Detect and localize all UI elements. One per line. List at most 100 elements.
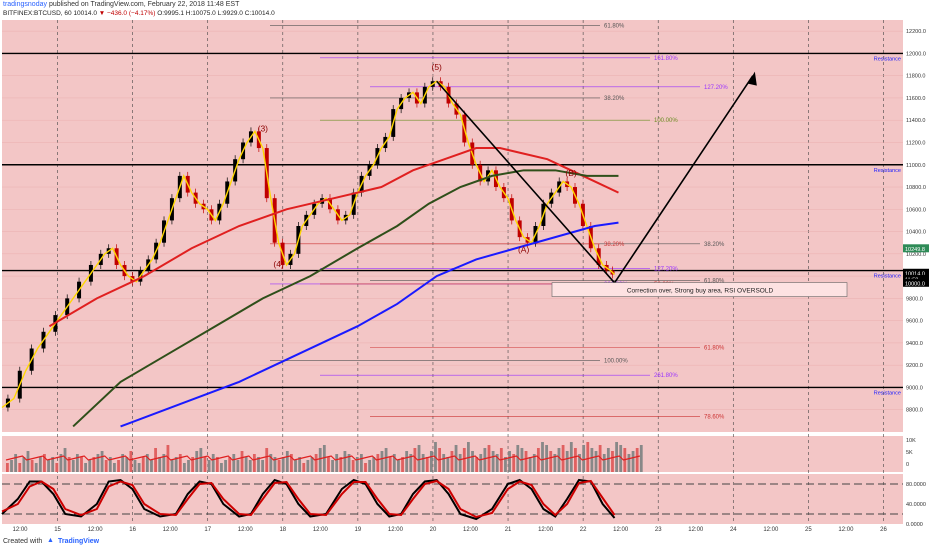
volume-bar <box>261 460 264 472</box>
y-tick-label: 11600.0 <box>906 96 925 102</box>
volume-ma-line <box>5 455 641 461</box>
volume-bar <box>67 457 71 472</box>
volume-bar <box>594 451 598 472</box>
volume-bar <box>145 454 149 472</box>
y-tick-label: 9600.0 <box>906 319 923 325</box>
footer: Created with ▲ TradingView <box>0 535 932 550</box>
volume-bar <box>471 451 474 472</box>
last-price: 10014.0 <box>73 10 97 17</box>
volume-bar <box>240 451 244 472</box>
volume-bar <box>454 445 458 472</box>
volume-bar <box>343 451 347 472</box>
x-tick-label: 12:00 <box>463 527 479 533</box>
x-tick-label: 15 <box>54 527 61 533</box>
volume-bar <box>306 460 310 472</box>
ohlc-values: O:9995.1 H:10075.0 L:9929.0 C:10014.0 <box>157 10 275 17</box>
volume-bar <box>14 454 18 472</box>
volume-bar <box>442 454 446 472</box>
volume-bar <box>462 448 466 472</box>
y-tick-label: 9800.0 <box>906 296 923 302</box>
volume-bar <box>195 451 199 472</box>
annotation-text: Correction over, Strong buy area, RSI OV… <box>627 288 774 295</box>
elliott-wave-labels: (3) (4) (5) (A) (B) <box>258 62 577 269</box>
volume-bar <box>392 454 396 472</box>
volume-bar <box>232 454 236 472</box>
y-tick-label: 9000.0 <box>906 385 923 391</box>
grid-vertical <box>57 20 884 524</box>
volume-bar <box>429 451 433 472</box>
ticker-label: BITFINEX:BTCUSD, 60 <box>3 10 72 17</box>
volume-bar <box>549 451 553 472</box>
resistance-label: Resistance <box>874 274 901 280</box>
volume-bar <box>314 454 318 472</box>
volume-bar <box>166 445 170 472</box>
volume-bar <box>6 463 9 472</box>
volume-bar <box>479 454 483 472</box>
volume-bar <box>627 454 631 472</box>
y-tick-label: 12000.0 <box>906 51 926 57</box>
x-tick-label: 12:00 <box>313 527 329 533</box>
volume-bar <box>187 460 190 472</box>
tradingview-brand[interactable]: TradingView <box>58 538 100 545</box>
x-tick-label: 12:00 <box>688 527 704 533</box>
volume-bar <box>347 454 351 472</box>
volume-bar <box>294 460 297 472</box>
price-badge-label: 10014.0 <box>905 271 925 277</box>
volume-bar <box>150 460 153 472</box>
volume-bar <box>281 457 285 472</box>
volume-bar <box>619 445 623 472</box>
volume-bar <box>553 454 557 472</box>
volume-bar <box>405 451 409 472</box>
volume-bar <box>322 445 326 472</box>
main-pane-bg <box>2 20 903 432</box>
tradingview-logo-icon: ▲ <box>47 537 54 544</box>
volume-bar <box>96 454 100 472</box>
volume-bar <box>364 463 367 472</box>
fib-label: 127.20% <box>704 85 728 91</box>
x-tick-label: 23 <box>655 527 662 533</box>
volume-bar <box>331 460 334 472</box>
created-with-label: Created with <box>3 538 43 545</box>
price-badge-label: 10249.8 <box>905 247 925 253</box>
volume-bar <box>47 460 50 472</box>
arrow-head-icon <box>747 71 757 86</box>
volume-bar <box>446 457 450 472</box>
wave-label: (4) <box>273 259 284 269</box>
volume-bar <box>483 448 487 472</box>
fib-label: 78.60% <box>704 414 725 420</box>
volume-bar <box>191 457 195 472</box>
y-tick-label: 10400.0 <box>906 230 926 236</box>
volume-bar <box>524 451 528 472</box>
volume-bar <box>220 463 223 472</box>
wave-label: (5) <box>431 62 442 72</box>
y-tick-label: 12200.0 <box>906 29 926 35</box>
price-chart[interactable]: 12:00 15 12:00 16 12:00 17 12:00 18 12:00 19 12:00… <box>0 0 932 535</box>
volume-bar <box>504 457 507 472</box>
fib-label: 161.80% <box>654 56 678 62</box>
volume-bar <box>71 460 75 472</box>
wave-label: (3) <box>258 123 269 133</box>
volume-bar <box>113 463 116 472</box>
y-tick-label: 8800.0 <box>906 408 923 414</box>
volume-tick-label: 0 <box>906 462 909 468</box>
volume-bar <box>158 457 162 472</box>
volume-bar <box>335 454 339 472</box>
volume-bar <box>121 454 125 472</box>
x-tick-label: 16 <box>129 527 136 533</box>
price-badge-label: 10000.0 <box>905 281 925 287</box>
y-tick-label: 11000.0 <box>906 163 925 169</box>
volume-bar <box>413 448 417 472</box>
x-axis-ticks: 12:00 15 12:00 16 12:00 17 12:00 18 12:00 19 12:00… <box>12 527 887 533</box>
volume-tick-label: 5K <box>906 450 913 456</box>
x-tick-label: 19 <box>355 527 362 533</box>
volume-bar <box>467 442 470 472</box>
fib-label: 61.80% <box>704 279 725 285</box>
price-badge <box>903 278 929 287</box>
volume-bar <box>536 448 540 472</box>
volume-bar <box>380 451 384 472</box>
volume-bar <box>458 454 462 472</box>
volume-bar <box>248 460 252 472</box>
volume-bar <box>228 457 232 472</box>
volume-bar <box>388 457 392 472</box>
author-name[interactable]: tradingsnoday <box>3 1 47 8</box>
